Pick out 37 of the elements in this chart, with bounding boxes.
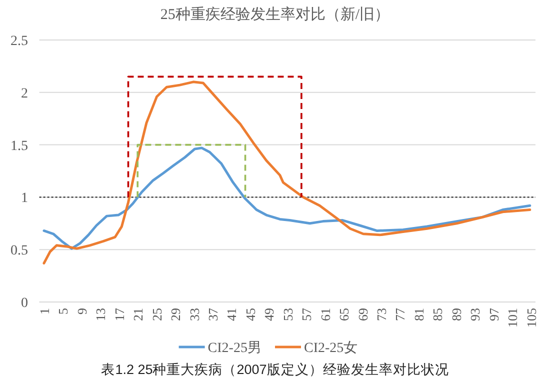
x-tick-label: 25 <box>149 308 164 321</box>
x-tick-label: 77 <box>392 308 408 321</box>
x-tick-label: 13 <box>93 308 108 321</box>
y-tick-label: 0 <box>21 296 28 311</box>
x-tick-label: 49 <box>262 308 277 321</box>
legend-label: CI2-25男 <box>208 341 262 356</box>
chart-title: 25种重疾经验发生率对比（新/旧） <box>160 6 390 23</box>
y-tick-label: 0.5 <box>10 244 28 259</box>
y-tick-label: 1.5 <box>10 138 28 154</box>
x-tick-label: 93 <box>468 308 483 321</box>
x-tick-label: 1 <box>36 308 52 314</box>
x-tick-label: 65 <box>336 308 352 321</box>
x-tick-label: 53 <box>280 308 296 321</box>
x-tick-label: 5 <box>56 308 71 314</box>
y-tick-label: 2.5 <box>10 34 28 49</box>
x-tick-label: 81 <box>411 308 426 321</box>
text: 表1.2 25种重大疾病（2007版定义）经验发生率对比状况 <box>101 362 449 377</box>
x-tick-label: 41 <box>224 308 240 321</box>
x-tick-label: 21 <box>130 308 146 321</box>
x-tick-label: 101 <box>505 308 520 328</box>
y-tick-label: 1 <box>21 191 28 206</box>
x-tick-label: 97 <box>486 308 502 321</box>
x-tick-label: 89 <box>448 308 464 321</box>
x-tick-label: 33 <box>186 308 202 321</box>
x-tick-label: 85 <box>430 308 446 321</box>
legend-label: CI2-25女 <box>304 340 358 356</box>
x-tick-label: 17 <box>112 308 127 321</box>
x-tick-label: 57 <box>299 308 314 321</box>
x-tick-label: 61 <box>318 308 333 321</box>
y-tick-label: 2 <box>21 86 28 102</box>
x-tick-label: 37 <box>206 308 220 321</box>
x-tick-label: 9 <box>74 308 90 314</box>
x-tick-label: 105 <box>524 308 539 328</box>
x-tick-label: 69 <box>355 308 370 321</box>
x-tick-label: 29 <box>168 308 184 321</box>
x-tick-label: 45 <box>242 308 258 321</box>
x-tick-label: 73 <box>374 308 390 321</box>
